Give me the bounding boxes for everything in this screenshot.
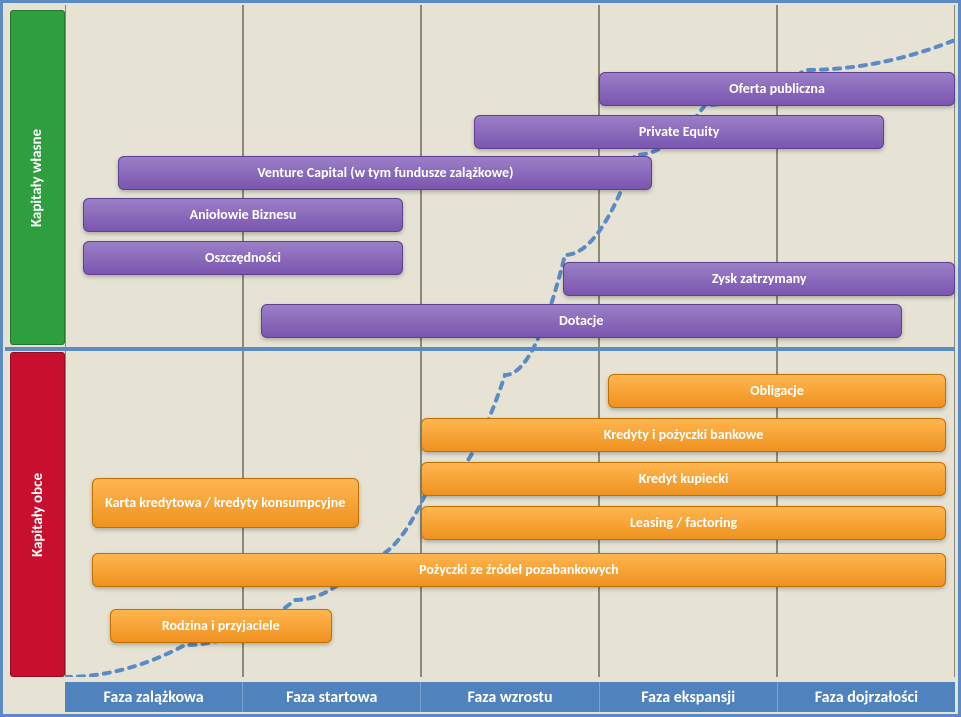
bar-vc: Venture Capital (w tym fundusze zalążkow… xyxy=(118,156,652,190)
phase-label: Faza dojrzałości xyxy=(778,682,955,712)
bar-private: Private Equity xyxy=(474,115,883,149)
bar-kredyty: Kredyty i pożyczki bankowe xyxy=(421,418,946,452)
bar-pozyczki: Pożyczki ze źródeł pozabankowych xyxy=(92,553,946,587)
section-label-own: Kapitały własne xyxy=(10,10,65,345)
phase-axis: Faza zalążkowaFaza startowaFaza wzrostuF… xyxy=(65,682,955,712)
bar-zysk: Zysk zatrzymany xyxy=(563,262,955,296)
bar-dotacje: Dotacje xyxy=(261,304,902,338)
bar-karta: Karta kredytowa / kredyty konsumpcyjne xyxy=(92,478,359,528)
phase-label: Faza zalążkowa xyxy=(65,682,243,712)
section-divider xyxy=(5,347,955,351)
phase-label: Faza wzrostu xyxy=(421,682,599,712)
bar-anioly: Aniołowie Biznesu xyxy=(83,198,403,232)
section-label-debt-text: Kapitały obce xyxy=(29,472,47,556)
bar-oferta: Oferta publiczna xyxy=(599,72,955,106)
section-label-own-text: Kapitały własne xyxy=(29,128,47,226)
bar-kupiecki: Kredyt kupiecki xyxy=(421,462,946,496)
bar-oszcz: Oszczędności xyxy=(83,241,403,275)
bar-obligacje: Obligacje xyxy=(608,374,946,408)
section-label-debt: Kapitały obce xyxy=(10,352,65,677)
phase-label: Faza startowa xyxy=(243,682,421,712)
bar-rodzina: Rodzina i przyjaciele xyxy=(110,609,333,643)
phase-label: Faza ekspansji xyxy=(600,682,778,712)
bar-leasing: Leasing / factoring xyxy=(421,506,946,540)
